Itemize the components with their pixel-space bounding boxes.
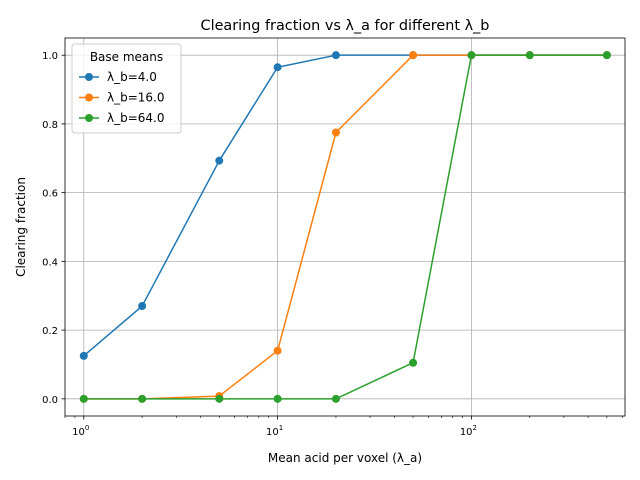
legend-label: λ_b=4.0 bbox=[107, 70, 157, 84]
legend-title: Base means bbox=[90, 50, 163, 64]
legend-label: λ_b=64.0 bbox=[107, 111, 165, 125]
data-point bbox=[138, 394, 147, 403]
legend-entry: λ_b=64.0 bbox=[79, 111, 165, 125]
data-point bbox=[273, 394, 282, 403]
legend: Base means λ_b=4.0 λ_b=16.0 λ_b=64.0 bbox=[71, 43, 182, 134]
data-point bbox=[409, 51, 418, 60]
data-point bbox=[138, 302, 147, 311]
legend-entry: λ_b=16.0 bbox=[79, 91, 165, 105]
legend-entry: λ_b=4.0 bbox=[79, 70, 157, 84]
legend-marker bbox=[85, 73, 93, 81]
x-tick-label: 100 bbox=[72, 424, 89, 438]
data-point bbox=[409, 358, 418, 367]
legend-marker bbox=[85, 114, 93, 122]
legend-marker bbox=[85, 93, 93, 102]
data-point bbox=[331, 128, 340, 137]
y-tick-label: 1.0 bbox=[42, 51, 58, 62]
data-point bbox=[79, 351, 88, 360]
axis-ticks: 0.0 0.2 0.4 0.6 0.8 1.0 100 101 102 bbox=[42, 51, 623, 438]
data-point bbox=[467, 51, 476, 60]
data-point bbox=[525, 51, 534, 60]
x-axis-label: Mean acid per voxel (λ_a) bbox=[268, 451, 422, 465]
data-point bbox=[215, 156, 224, 165]
data-point bbox=[273, 346, 282, 355]
x-tick-label: 102 bbox=[460, 424, 477, 438]
y-tick-label: 0.2 bbox=[42, 326, 58, 337]
data-point bbox=[215, 394, 224, 403]
series-3 bbox=[79, 51, 611, 403]
x-tick-label: 101 bbox=[266, 424, 283, 438]
y-axis-label: Clearing fraction bbox=[14, 177, 28, 277]
axes-frame bbox=[64, 37, 626, 417]
y-tick-label: 0.4 bbox=[42, 257, 58, 268]
data-point bbox=[331, 51, 340, 60]
y-tick-label: 0.0 bbox=[42, 395, 58, 406]
data-point bbox=[79, 394, 88, 403]
y-tick-label: 0.6 bbox=[42, 189, 58, 200]
y-tick-label: 0.8 bbox=[42, 120, 58, 131]
data-point bbox=[273, 63, 282, 72]
legend-box bbox=[71, 43, 182, 134]
data-point bbox=[331, 394, 340, 403]
series-lines bbox=[79, 51, 611, 403]
chart-title: Clearing fraction vs λ_a for different λ… bbox=[201, 18, 490, 34]
data-point bbox=[602, 51, 611, 60]
legend-label: λ_b=16.0 bbox=[107, 91, 165, 105]
